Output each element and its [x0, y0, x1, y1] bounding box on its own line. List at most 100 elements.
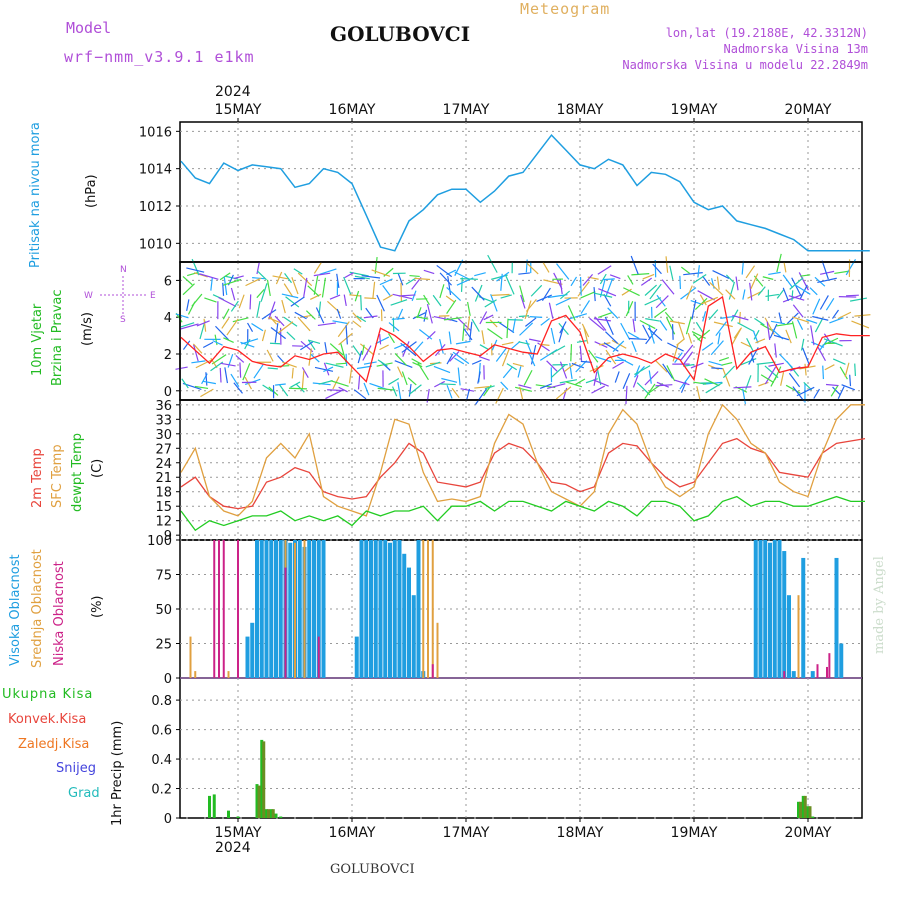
wind-barb [773, 334, 790, 341]
wind-barb [241, 338, 259, 345]
cloud-bar [189, 636, 192, 678]
wind-barb [791, 290, 794, 301]
wind-barb [570, 344, 573, 362]
wind-barb [679, 374, 691, 390]
wind-barb [372, 281, 376, 299]
wind-barb [788, 372, 801, 388]
wind-barb [733, 328, 742, 339]
wind-barb [664, 311, 674, 322]
wind-barb [433, 365, 451, 374]
cloud-bar [316, 540, 321, 678]
cloud-bar [274, 540, 278, 678]
wind-barb [810, 325, 815, 346]
wind-barb [559, 379, 578, 384]
wind-barb [502, 366, 513, 379]
wind-barb [607, 307, 619, 319]
wind-barb [180, 322, 195, 328]
wind-barb [266, 279, 271, 297]
wind-barb [644, 383, 656, 399]
wind-barb [357, 375, 361, 390]
wind-barb [806, 319, 818, 324]
wind-barb [735, 276, 739, 291]
wind-barb [357, 350, 363, 364]
wind-barb [325, 362, 344, 368]
y-tick-label: 0.8 [151, 694, 172, 709]
cloud-bar [364, 540, 369, 678]
wind-barb [580, 291, 596, 299]
wind-barb [423, 294, 430, 305]
wind-barb [330, 380, 349, 387]
wind-barb [752, 330, 759, 344]
day-label-bottom: 20MAY [785, 825, 832, 841]
wind-barb [479, 311, 488, 325]
wind-barb [439, 284, 445, 299]
wind-barb [530, 284, 543, 297]
y-tick-label: 27 [155, 442, 172, 457]
cloud-bar [816, 664, 819, 678]
wind-barb [481, 330, 485, 345]
wind-barb [540, 318, 550, 326]
wind-barb [345, 325, 348, 345]
wind-barb [570, 276, 578, 287]
wind-barb [321, 277, 326, 298]
wind-barb [327, 389, 342, 392]
wind-barb [293, 268, 303, 275]
wind-barb [478, 355, 490, 361]
y-tick-label: 0 [164, 385, 172, 400]
cloud-bar [397, 540, 402, 678]
wind-barb [323, 362, 330, 376]
wind-barb [518, 341, 530, 345]
wind-barb [612, 361, 624, 369]
wind-barb [310, 293, 322, 300]
wind-barb [307, 285, 320, 297]
precip-bar [255, 784, 259, 818]
wind-barb [518, 272, 530, 275]
wind-barb [720, 315, 736, 319]
elevation: Nadmorska Visina 13m [723, 42, 869, 56]
cloud-bar [312, 540, 316, 678]
wind-barb [581, 323, 590, 338]
wind-barb [449, 350, 460, 362]
wind-barb [644, 297, 662, 306]
wind-barb [709, 281, 724, 296]
wind-barb [722, 368, 731, 387]
wind-barb [512, 362, 524, 367]
cloud-bar [378, 540, 383, 678]
wind-barb [645, 328, 658, 345]
wind-barb [487, 254, 498, 273]
panel-frame [179, 261, 863, 401]
wind-barb [548, 345, 566, 356]
wind-barb [281, 293, 299, 299]
wind-barb [491, 293, 510, 296]
wind-barb [332, 320, 349, 325]
wind-barb [577, 281, 590, 297]
cloud-bar [388, 542, 392, 678]
wind-barb [766, 321, 771, 340]
wind-barb [191, 293, 203, 307]
wind-barb [489, 319, 498, 328]
wind-barb [230, 287, 236, 301]
cloud-bar [245, 636, 250, 678]
wind-barb [589, 317, 605, 331]
wind-barb [484, 299, 497, 308]
wind-barb [256, 301, 261, 318]
wind-barb [235, 354, 245, 363]
wind-barb [809, 287, 818, 296]
y-tick-label: 18 [155, 486, 172, 501]
wind-barb [721, 361, 733, 366]
wind-barb [648, 324, 655, 344]
wind-barb [323, 366, 334, 373]
compass-s: S [120, 315, 126, 325]
wind-barb [338, 332, 353, 346]
wind-barb [363, 382, 370, 396]
wind-barb [382, 285, 391, 296]
wind-barb [768, 362, 784, 367]
wind-barb [411, 290, 417, 302]
cloud-bar [772, 540, 777, 678]
wind-barb [286, 331, 296, 341]
wind-barb [671, 324, 674, 340]
wind-barb [495, 387, 504, 404]
cloud-bar [783, 671, 786, 678]
wind-barb [639, 319, 656, 330]
